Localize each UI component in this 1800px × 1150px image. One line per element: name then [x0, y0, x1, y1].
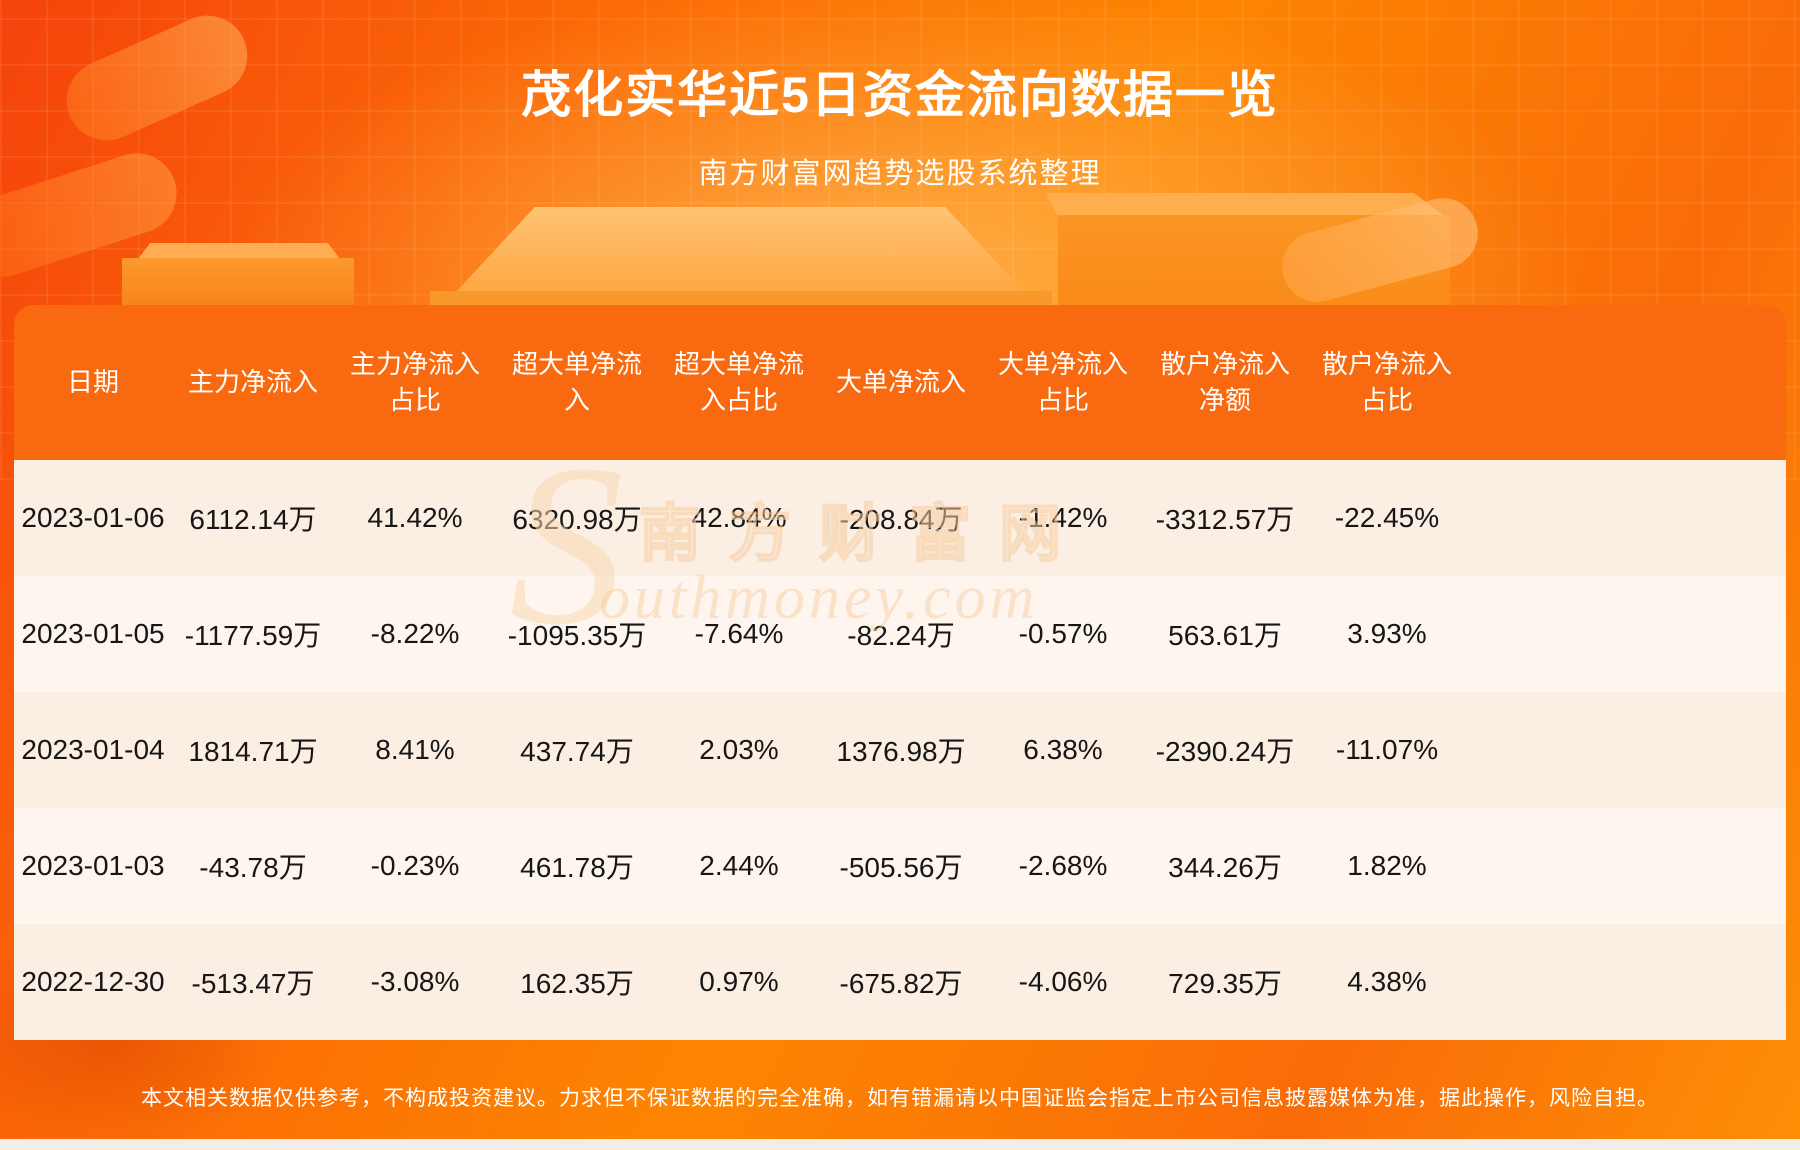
table-cell: 344.26万	[1168, 852, 1282, 883]
table-cell: -82.24万	[847, 620, 955, 651]
table-cell: -0.57%	[1018, 618, 1108, 649]
table-cell: -7.64%	[694, 618, 784, 649]
footer-disclaimer: 本文相关数据仅供参考，不构成投资建议。力求但不保证数据的完全准确，如有错漏请以中…	[141, 1087, 1659, 1110]
table-cell: -22.45%	[1334, 502, 1440, 533]
table-cell: -8.22%	[370, 618, 460, 649]
table-cell: -4.06%	[1018, 966, 1108, 997]
table-row: 2023-01-06 6112.14万 41.42% 6320.98万 42.8…	[14, 460, 1786, 576]
table-cell: 563.61万	[1168, 620, 1282, 651]
table-cell: 3.93%	[1347, 618, 1427, 649]
column-header-retail-net-inflow: 散户净流入 净额	[1159, 349, 1290, 415]
table-cell: -1177.59万	[184, 620, 322, 651]
table-cell: 1814.71万	[188, 736, 318, 767]
column-header-main-net-inflow-pct: 主力净流入 占比	[349, 349, 480, 415]
table-cell: -2390.24万	[1155, 736, 1295, 767]
decoration-right-block-front	[1058, 215, 1450, 310]
table-row: 2023-01-05 -1177.59万 -8.22% -1095.35万 -7…	[14, 576, 1786, 692]
table-cell: 6.38%	[1023, 734, 1103, 765]
table-cell: 6320.98万	[512, 504, 642, 535]
column-header-large-order-net-inflow: 大单净流入	[835, 366, 966, 397]
table-row: 2023-01-03 -43.78万 -0.23% 461.78万 2.44% …	[14, 808, 1786, 924]
table-cell: 729.35万	[1168, 968, 1282, 999]
column-header-xl-order-net-inflow-pct: 超大单净流 入占比	[673, 349, 804, 415]
table-cell: 162.35万	[520, 968, 634, 999]
bottom-strip	[0, 1139, 1800, 1150]
page-title: 茂化实华近5日资金流向数据一览	[521, 67, 1279, 123]
page-subtitle: 南方财富网趋势选股系统整理	[698, 158, 1102, 190]
decoration-swoosh-right	[1274, 190, 1486, 310]
cell-date: 2023-01-03	[21, 850, 165, 881]
table-cell: -513.47万	[191, 968, 315, 999]
table-cell: -2.68%	[1018, 850, 1108, 881]
cell-date: 2023-01-06	[21, 502, 165, 533]
table-cell: 6112.14万	[189, 504, 317, 535]
table-cell: 0.97%	[699, 966, 779, 997]
cell-date: 2023-01-05	[21, 618, 165, 649]
table-cell: 1.82%	[1347, 850, 1427, 881]
table-cell: 41.42%	[367, 502, 463, 533]
table-cell: -43.78万	[199, 852, 307, 883]
table-cell: -505.56万	[839, 852, 963, 883]
decoration-right-block-top	[1046, 193, 1446, 217]
table-cell: 42.84%	[691, 502, 787, 533]
table-row: 2023-01-04 1814.71万 8.41% 437.74万 2.03% …	[14, 692, 1786, 808]
table-cell: -208.84万	[839, 504, 963, 535]
table-row: 2022-12-30 -513.47万 -3.08% 162.35万 0.97%…	[14, 924, 1786, 1040]
table-cell: 1376.98万	[836, 736, 966, 767]
table-cell: 461.78万	[520, 852, 634, 883]
column-header-retail-net-inflow-pct: 散户净流入 占比	[1321, 349, 1452, 415]
table-header-row: 日期 主力净流入 主力净流入 占比 超大单净流 入 超大单净流 入占比 大单净流…	[14, 305, 1786, 460]
table-cell: 2.03%	[699, 734, 779, 765]
table-cell: -675.82万	[839, 968, 963, 999]
column-header-large-order-net-inflow-pct: 大单净流入 占比	[997, 349, 1128, 415]
table-cell: -0.23%	[370, 850, 460, 881]
table-cell: 437.74万	[520, 736, 634, 767]
fund-flow-table: 日期 主力净流入 主力净流入 占比 超大单净流 入 超大单净流 入占比 大单净流…	[14, 305, 1786, 1040]
column-header-main-net-inflow: 主力净流入	[187, 366, 318, 397]
table-cell: 2.44%	[699, 850, 779, 881]
column-header-xl-order-net-inflow: 超大单净流 入	[511, 349, 642, 415]
table-cell: -3.08%	[370, 966, 460, 997]
table-cell: -1095.35万	[507, 620, 647, 651]
cell-date: 2022-12-30	[21, 966, 165, 997]
table-cell: -1.42%	[1018, 502, 1108, 533]
table-cell: -11.07%	[1335, 734, 1439, 765]
cell-date: 2023-01-04	[21, 734, 165, 765]
decoration-podium-top	[455, 207, 1025, 293]
column-header-date: 日期	[66, 366, 119, 397]
table-cell: -3312.57万	[1155, 504, 1295, 535]
table-cell: 8.41%	[375, 734, 455, 765]
table-cell: 4.38%	[1347, 966, 1427, 997]
decoration-left-block-front	[122, 258, 354, 308]
decoration-left-block-top	[138, 243, 340, 259]
